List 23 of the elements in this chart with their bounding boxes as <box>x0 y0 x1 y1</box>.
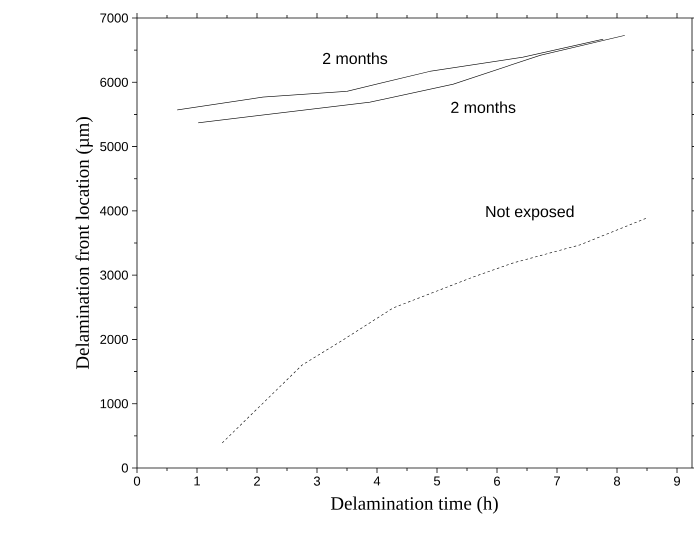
series-label: Not exposed <box>486 206 574 220</box>
x-tick-label: 6 <box>494 476 500 486</box>
x-tick-label: 1 <box>194 476 200 486</box>
series-label: 2 months <box>323 52 388 64</box>
y-axis-title: Delamination front location (µm) <box>75 117 93 370</box>
x-tick-label: 4 <box>374 476 380 486</box>
x-tick-label: 5 <box>434 476 440 486</box>
x-tick-label: 8 <box>614 476 620 486</box>
x-tick-label: 2 <box>254 476 260 486</box>
y-tick-label: 5000 <box>100 142 128 152</box>
series-label: 2 months <box>451 101 516 114</box>
y-tick-label: 6000 <box>100 78 128 87</box>
x-tick-label: 7 <box>554 476 560 486</box>
y-tick-label: 4000 <box>100 206 128 216</box>
y-tick-label: 0 <box>122 463 128 473</box>
x-tick-label: 3 <box>314 476 320 486</box>
x-tick-label: 0 <box>134 476 140 486</box>
y-tick-label: 3000 <box>100 270 128 280</box>
y-tick-label: 7000 <box>100 13 128 23</box>
x-tick-label: 9 <box>674 476 680 486</box>
y-tick-label: 1000 <box>100 399 128 408</box>
y-tick-label: 2000 <box>100 334 128 344</box>
x-axis-title: Delamination time (h) <box>330 496 498 514</box>
